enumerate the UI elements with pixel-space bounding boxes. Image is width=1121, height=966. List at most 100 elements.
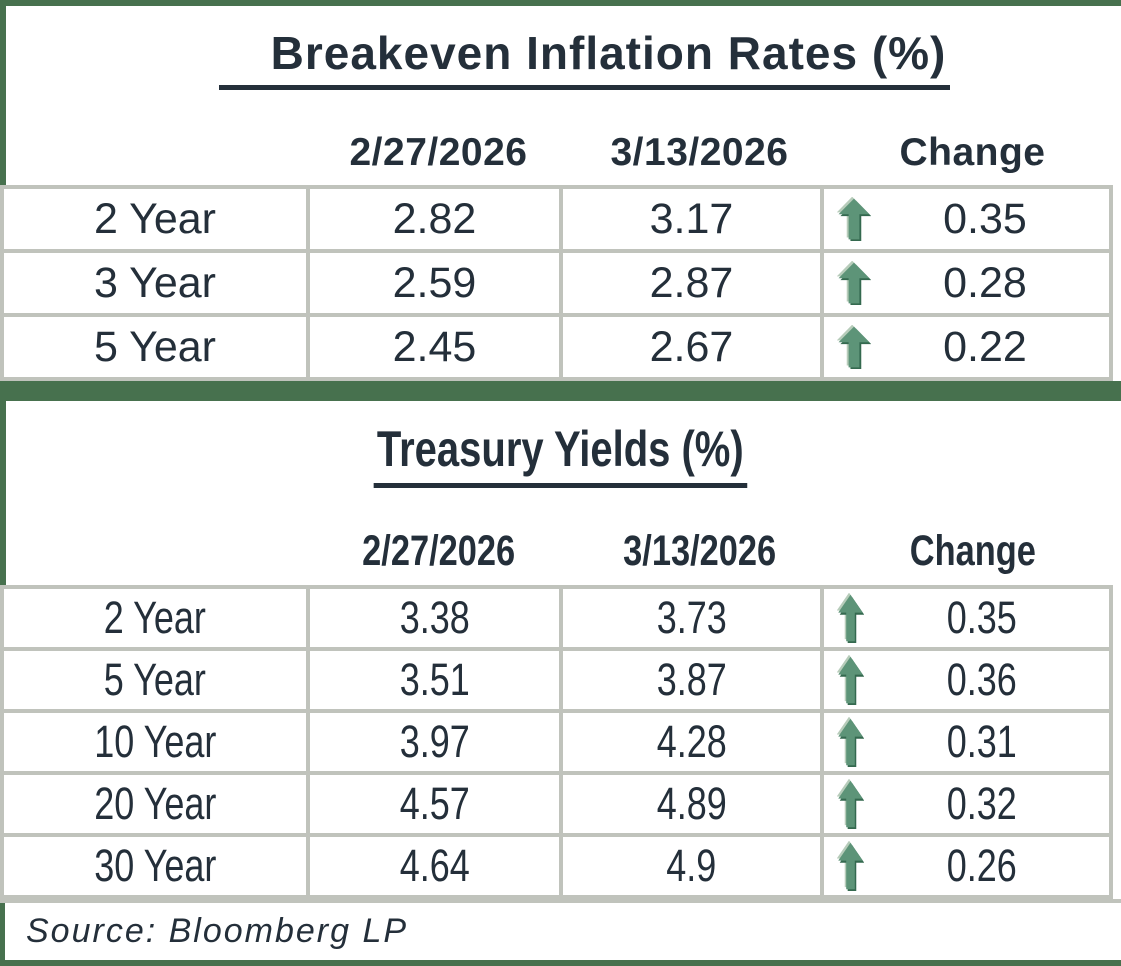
table1-column-headers: 2/27/2026 3/13/2026 Change [0, 126, 1113, 180]
table1-data-grid: 2 Year 2.82 3.17 0.35 3 Year 2.59 2.87 [0, 185, 1113, 381]
header-text: 2/27/2026 [361, 526, 516, 575]
change-cell: 0.36 [824, 651, 1109, 709]
change-cell: 0.26 [824, 837, 1109, 895]
value-date1: 4.57 [310, 775, 563, 833]
row-label: 20 Year [4, 775, 310, 833]
row-label: 10 Year [4, 713, 310, 771]
row-label: 3 Year [4, 253, 310, 313]
label-text: 5 Year [103, 654, 207, 705]
value-date1: 2.45 [310, 317, 563, 377]
row-label: 5 Year [4, 651, 310, 709]
change-value: 0.35 [943, 194, 1027, 243]
table1-header-blank [0, 126, 310, 180]
up-arrow-icon [837, 655, 864, 705]
table2-column-headers: 2/27/2026 3/13/2026 Change [0, 522, 1113, 580]
source-note: Source: Bloomberg LP [0, 899, 1121, 960]
top-border [0, 0, 1121, 6]
label-text: 10 Year [93, 716, 217, 767]
value-date1: 3.51 [310, 651, 563, 709]
table-divider-band [0, 381, 1121, 401]
value-date2: 2.87 [563, 253, 824, 313]
value-date2: 4.28 [563, 713, 824, 771]
value-text: 4.28 [656, 716, 727, 767]
change-cell: 0.28 [824, 253, 1109, 313]
value-text: 3.73 [656, 592, 727, 643]
value-text: 4.9 [666, 840, 717, 891]
row-label: 2 Year [4, 589, 310, 647]
left-border-table2 [0, 401, 6, 585]
table-row: 3 Year 2.59 2.87 0.28 [4, 253, 1109, 317]
change-value: 0.32 [864, 778, 1109, 830]
change-cell: 0.22 [824, 317, 1109, 377]
label-text: 20 Year [93, 778, 217, 829]
change-value: 0.35 [864, 592, 1109, 644]
value-date1: 3.97 [310, 713, 563, 771]
table-row: 5 Year 3.51 3.87 0.36 [4, 651, 1109, 713]
change-value: 0.31 [864, 716, 1109, 768]
value-text: 3.87 [656, 654, 727, 705]
value-date2: 3.17 [563, 189, 824, 249]
table-row: 20 Year 4.57 4.89 0.32 [4, 775, 1109, 837]
up-arrow-icon [837, 261, 871, 305]
table2-data-grid: 2 Year 3.38 3.73 0.35 5 Year 3.51 3.87 [0, 585, 1113, 899]
value-date2: 4.89 [563, 775, 824, 833]
table-row: 30 Year 4.64 4.9 0.26 [4, 837, 1109, 895]
value-date2: 3.87 [563, 651, 824, 709]
change-text: 0.31 [946, 716, 1017, 767]
change-value: 0.22 [943, 322, 1027, 371]
table2-title-text: Treasury Yields (%) [373, 420, 748, 488]
value-date1: 3.38 [310, 589, 563, 647]
table2-header-change: Change [832, 522, 1113, 580]
value-text: 3.38 [399, 592, 470, 643]
left-border-table1 [0, 6, 6, 185]
label-text: 30 Year [93, 840, 217, 891]
up-arrow-icon [837, 197, 871, 241]
header-text: 3/13/2026 [622, 526, 777, 575]
value-text: 4.89 [656, 778, 727, 829]
up-arrow-icon [837, 779, 864, 829]
table1-header-change: Change [899, 131, 1046, 174]
value-text: 4.64 [399, 840, 470, 891]
table1-header-date2: 3/13/2026 [610, 131, 789, 174]
value-date1: 2.59 [310, 253, 563, 313]
up-arrow-icon [837, 841, 864, 891]
table2-header-date1: 2/27/2026 [310, 522, 567, 580]
table1-title-text: Breakeven Inflation Rates (%) [218, 26, 951, 90]
up-arrow-icon [837, 593, 864, 643]
change-value: 0.26 [864, 840, 1109, 892]
label-text: 2 Year [103, 592, 207, 643]
value-date2: 3.73 [563, 589, 824, 647]
change-value: 0.28 [943, 258, 1027, 307]
table2-title: Treasury Yields (%) [0, 420, 1121, 488]
table1-title: Breakeven Inflation Rates (%) [0, 26, 1121, 90]
change-cell: 0.31 [824, 713, 1109, 771]
up-arrow-icon [837, 717, 864, 767]
up-arrow-icon [837, 325, 871, 369]
change-text: 0.26 [946, 840, 1017, 891]
value-date2: 4.9 [563, 837, 824, 895]
row-label: 30 Year [4, 837, 310, 895]
change-cell: 0.35 [824, 589, 1109, 647]
change-text: 0.35 [946, 592, 1017, 643]
row-label: 5 Year [4, 317, 310, 377]
table-row: 5 Year 2.45 2.67 0.22 [4, 317, 1109, 377]
value-text: 3.97 [399, 716, 470, 767]
table-row: 10 Year 3.97 4.28 0.31 [4, 713, 1109, 775]
table-row: 2 Year 3.38 3.73 0.35 [4, 589, 1109, 651]
table2-header-blank [0, 522, 310, 580]
table1-header-date1: 2/27/2026 [349, 131, 528, 174]
table-row: 2 Year 2.82 3.17 0.35 [4, 189, 1109, 253]
header-text: Change [909, 526, 1036, 575]
value-date1: 4.64 [310, 837, 563, 895]
change-cell: 0.35 [824, 189, 1109, 249]
table2-header-date2: 3/13/2026 [567, 522, 832, 580]
bottom-border [0, 960, 1121, 966]
value-text: 3.51 [399, 654, 470, 705]
row-label: 2 Year [4, 189, 310, 249]
left-border-source [0, 899, 5, 960]
change-cell: 0.32 [824, 775, 1109, 833]
change-value: 0.36 [864, 654, 1109, 706]
value-text: 4.57 [399, 778, 470, 829]
change-text: 0.36 [946, 654, 1017, 705]
